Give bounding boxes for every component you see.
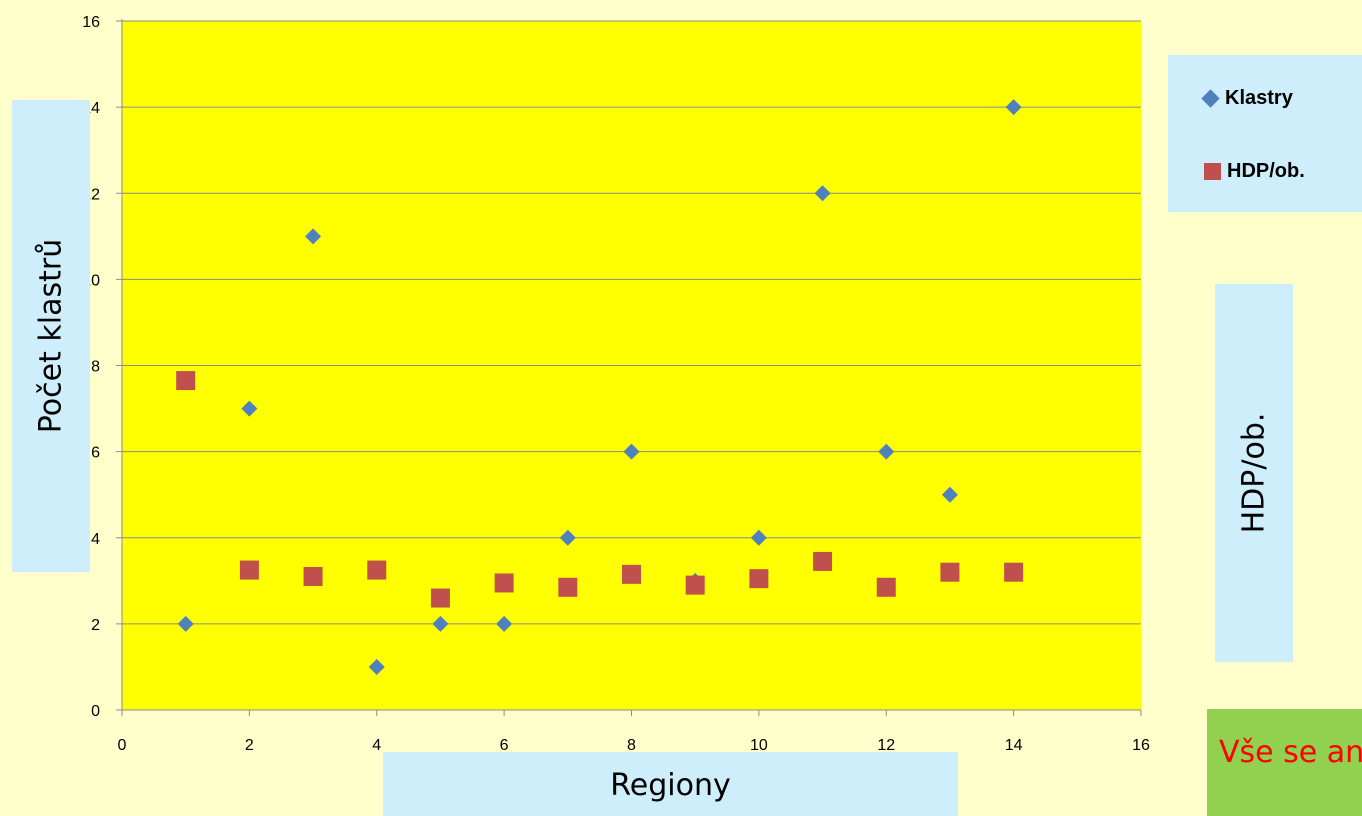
hdp-point-3 — [303, 567, 323, 587]
x-tick-label-4: 8 — [627, 737, 636, 754]
klastry-point-1 — [177, 615, 194, 632]
x-tick-label-2: 4 — [372, 737, 381, 754]
hdp-point-13 — [940, 562, 960, 582]
legend-item-hdp: HDP/ob. — [1204, 160, 1305, 183]
note-box: Vše se ani nap — [1207, 709, 1362, 816]
x-axis-label-box: Regiony — [383, 752, 958, 816]
secondary-y-axis-label: HDP/ob. — [1236, 412, 1272, 534]
klastry-point-4 — [368, 658, 385, 675]
klastry-point-6 — [496, 615, 513, 632]
y-tick-label-8: 16 — [82, 14, 100, 31]
diamond-marker-icon — [1201, 89, 1220, 108]
x-axis-label: Regiony — [610, 768, 731, 803]
hdp-point-6 — [494, 573, 514, 593]
y-axis-label-box: Počet klastrů — [12, 100, 90, 572]
klastry-point-13 — [941, 486, 958, 503]
klastry-point-3 — [305, 228, 322, 245]
hdp-point-1 — [176, 371, 196, 391]
secondary-y-axis-label-box: HDP/ob. — [1215, 284, 1293, 662]
x-tick-label-5: 10 — [750, 737, 768, 754]
x-tick-label-1: 2 — [245, 737, 254, 754]
legend-label-klastry: Klastry — [1225, 87, 1293, 109]
x-tick-label-7: 14 — [1005, 737, 1023, 754]
hdp-point-12 — [876, 577, 896, 597]
legend-item-klastry: Klastry — [1201, 87, 1293, 110]
klastry-point-7 — [559, 529, 576, 546]
klastry-point-5 — [432, 615, 449, 632]
x-tick-label-8: 16 — [1132, 737, 1150, 754]
y-axis-label: Počet klastrů — [33, 238, 69, 434]
x-tick-label-6: 12 — [877, 737, 895, 754]
klastry-point-12 — [878, 443, 895, 460]
y-tick-label-3: 6 — [91, 445, 100, 462]
hdp-point-4 — [367, 560, 387, 580]
legend: Klastry HDP/ob. — [1168, 55, 1362, 212]
square-marker-icon — [1204, 163, 1221, 180]
y-tick-label-1: 2 — [91, 617, 100, 634]
x-tick-label-3: 6 — [500, 737, 509, 754]
y-tick-label-2: 4 — [91, 531, 100, 548]
hdp-point-9 — [685, 575, 705, 595]
klastry-point-8 — [623, 443, 640, 460]
x-tick-label-0: 0 — [118, 737, 127, 754]
hdp-point-10 — [749, 569, 769, 589]
y-tick-label-4: 8 — [91, 359, 100, 376]
hdp-point-11 — [813, 551, 833, 571]
klastry-point-14 — [1005, 99, 1022, 116]
klastry-point-10 — [750, 529, 767, 546]
hdp-point-7 — [558, 577, 578, 597]
legend-label-hdp: HDP/ob. — [1227, 160, 1305, 182]
klastry-point-2 — [241, 400, 258, 417]
hdp-point-14 — [1004, 562, 1024, 582]
y-tick-label-0: 0 — [91, 703, 100, 720]
note-text: Vše se ani nap — [1219, 735, 1362, 770]
hdp-point-2 — [239, 560, 259, 580]
hdp-point-8 — [622, 564, 641, 584]
hdp-point-5 — [430, 588, 450, 608]
klastry-point-11 — [814, 185, 831, 202]
